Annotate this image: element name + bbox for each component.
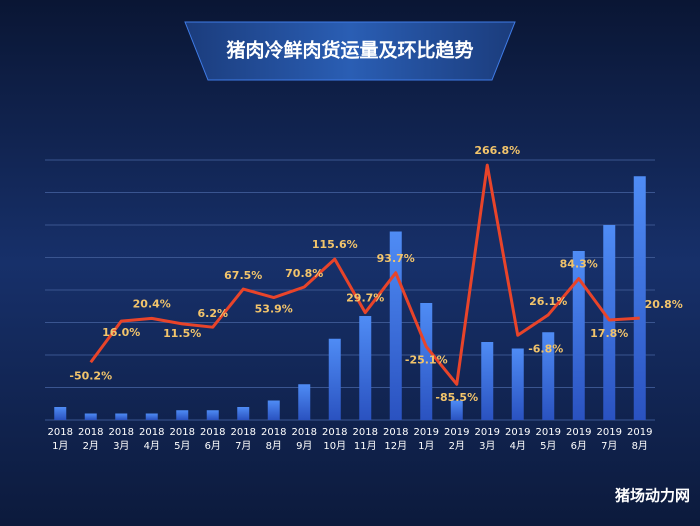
- bar: [237, 407, 250, 420]
- data-label: 93.7%: [377, 252, 415, 265]
- x-tick-label: 6月: [571, 440, 587, 452]
- data-label: 20.4%: [133, 297, 171, 310]
- x-tick-label: 2019: [444, 427, 469, 438]
- data-label: 84.3%: [560, 258, 598, 271]
- x-tick-label: 4月: [510, 440, 526, 452]
- x-tick-label: 1月: [52, 440, 68, 452]
- bar: [54, 407, 67, 420]
- data-label: 53.9%: [255, 303, 293, 316]
- bar: [542, 332, 555, 420]
- data-label: 115.6%: [312, 238, 358, 251]
- bar: [420, 303, 433, 420]
- x-tick-label: 2019: [566, 427, 591, 438]
- data-label: 26.1%: [529, 295, 567, 308]
- data-label: 20.8%: [645, 298, 683, 311]
- bar: [511, 348, 524, 420]
- line: [89, 163, 640, 386]
- bar: [115, 413, 128, 420]
- x-tick-label: 2018: [200, 427, 225, 438]
- bar: [84, 413, 97, 420]
- chart-title: 猪肉冷鲜肉货运量及环比趋势: [225, 39, 473, 62]
- data-label: 29.7%: [346, 292, 384, 305]
- x-tick-label: 5月: [174, 440, 190, 452]
- x-tick-label: 2018: [109, 427, 134, 438]
- x-tick-label: 10月: [323, 440, 346, 452]
- x-tick-label: 2018: [261, 427, 286, 438]
- x-tick-label: 3月: [479, 440, 495, 452]
- bar: [359, 316, 372, 420]
- bar: [572, 251, 585, 420]
- bar: [145, 413, 158, 420]
- x-tick-label: 2019: [536, 427, 561, 438]
- data-label: 17.8%: [590, 327, 628, 340]
- bar: [633, 176, 646, 420]
- x-tick-label: 2018: [353, 427, 378, 438]
- data-label: -50.2%: [69, 369, 112, 382]
- x-tick-label: 8月: [266, 440, 282, 452]
- x-tick-label: 2018: [231, 427, 256, 438]
- data-label: 16.0%: [102, 326, 140, 339]
- x-tick-label: 9月: [296, 440, 312, 452]
- x-tick-label: 2019: [475, 427, 500, 438]
- x-tick-label: 2018: [292, 427, 317, 438]
- bar: [206, 410, 219, 420]
- x-tick-label: 2018: [48, 427, 73, 438]
- x-tick-label: 2019: [505, 427, 530, 438]
- data-label: 67.5%: [224, 269, 262, 282]
- bar: [603, 225, 616, 420]
- x-tick-label: 12月: [384, 440, 407, 452]
- bar: [328, 338, 341, 420]
- bar: [450, 400, 463, 420]
- data-label: -85.5%: [435, 391, 478, 404]
- x-tick-label: 4月: [144, 440, 160, 452]
- data-label: 6.2%: [197, 307, 228, 320]
- x-tick-label: 2018: [139, 427, 164, 438]
- bar: [176, 410, 189, 420]
- x-tick-label: 5月: [540, 440, 556, 452]
- x-tick-label: 11月: [354, 440, 377, 452]
- data-label: -6.8%: [528, 342, 563, 355]
- x-tick-label: 8月: [632, 440, 648, 452]
- x-tick-label: 2月: [83, 440, 99, 452]
- data-label: 11.5%: [163, 327, 201, 340]
- x-tick-label: 2月: [449, 440, 465, 452]
- x-tick-label: 2019: [627, 427, 652, 438]
- x-tick-label: 3月: [113, 440, 129, 452]
- x-tick-label: 1月: [418, 440, 434, 452]
- x-tick-label: 2018: [170, 427, 195, 438]
- x-tick-label: 2018: [383, 427, 408, 438]
- x-tick-label: 2019: [597, 427, 622, 438]
- x-tick-label: 7月: [601, 440, 617, 452]
- bar: [481, 342, 494, 420]
- bar: [298, 384, 311, 420]
- data-label: 70.8%: [285, 267, 323, 280]
- x-tick-label: 6月: [205, 440, 221, 452]
- bar: [267, 400, 280, 420]
- x-tick-label: 7月: [235, 440, 251, 452]
- x-tick-label: 2019: [414, 427, 439, 438]
- x-tick-label: 2018: [322, 427, 347, 438]
- watermark: 猪场动力网: [614, 487, 690, 505]
- title-banner: [184, 21, 516, 81]
- x-tick-label: 2018: [78, 427, 103, 438]
- data-label: 266.8%: [474, 144, 520, 157]
- data-label: -25.1%: [405, 354, 448, 367]
